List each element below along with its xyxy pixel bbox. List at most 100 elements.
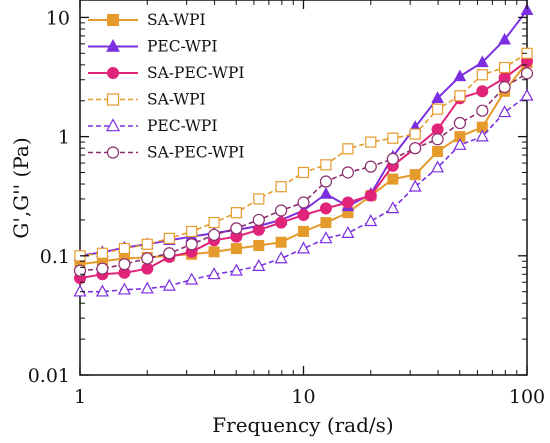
series-layer	[73, 3, 534, 297]
data-point	[296, 241, 311, 254]
data-point	[208, 246, 220, 258]
data-point	[387, 173, 399, 185]
y-tick-label: 0.1	[40, 246, 70, 268]
x-tick-label: 10	[291, 386, 315, 408]
y-axis-title: G',G'' (Pa)	[9, 137, 33, 238]
legend-label: SA-PEC-WPI	[147, 64, 245, 82]
data-point	[230, 243, 242, 255]
data-point	[274, 251, 288, 264]
data-point	[297, 196, 310, 209]
legend-label: SA-WPI	[147, 11, 206, 29]
data-point	[498, 32, 511, 45]
data-point	[431, 133, 444, 146]
data-point	[96, 262, 109, 275]
data-point	[432, 146, 444, 158]
data-point	[387, 132, 399, 144]
x-tick-label: 1	[74, 386, 86, 408]
data-point	[476, 104, 489, 117]
legend-label: SA-WPI	[147, 91, 206, 109]
x-axis-title: Frequency (rad/s)	[212, 413, 393, 437]
plot-frame	[79, 0, 528, 376]
legend-label: PEC-WPI	[147, 38, 217, 56]
data-point	[230, 207, 243, 219]
data-point	[454, 90, 466, 102]
legend-marker	[106, 38, 120, 52]
data-point	[208, 216, 220, 229]
data-point	[364, 189, 377, 202]
data-point	[230, 222, 243, 235]
data-point	[453, 116, 467, 130]
data-point	[499, 61, 511, 74]
data-point	[408, 179, 422, 192]
data-point	[229, 263, 243, 276]
series-line	[80, 95, 528, 293]
legend-item: SA-WPI	[88, 91, 206, 109]
data-point	[319, 231, 333, 244]
y-tick-label: 0.01	[28, 365, 70, 387]
data-point	[297, 208, 310, 221]
legend-item: SA-WPI	[88, 11, 206, 29]
data-point	[141, 238, 153, 250]
data-point	[409, 128, 421, 140]
data-point	[453, 137, 467, 150]
data-point	[275, 236, 287, 248]
data-point	[96, 247, 109, 259]
data-point	[498, 105, 512, 118]
legend-marker	[106, 93, 120, 106]
data-point	[319, 187, 333, 199]
data-point	[253, 193, 265, 205]
data-point	[252, 223, 265, 236]
data-point	[341, 225, 355, 238]
data-point	[475, 55, 489, 68]
data-point	[118, 258, 131, 271]
data-point	[319, 202, 332, 215]
data-point	[117, 282, 131, 295]
data-point	[520, 67, 534, 80]
data-point	[476, 85, 489, 98]
data-point	[520, 88, 534, 101]
legend-item: SA-PEC-WPI	[88, 144, 245, 162]
data-point	[386, 152, 399, 166]
data-point	[275, 204, 288, 217]
x-tick-label: 100	[509, 386, 545, 408]
data-point	[431, 91, 444, 103]
data-point	[342, 143, 354, 155]
legend-marker	[106, 146, 120, 159]
legend-marker	[105, 118, 121, 132]
data-point	[118, 242, 130, 255]
legend-marker	[107, 14, 119, 26]
data-point	[163, 247, 176, 260]
data-point	[520, 3, 534, 15]
data-point	[297, 166, 310, 179]
data-point	[320, 217, 332, 229]
data-point	[364, 160, 377, 173]
data-point	[141, 262, 154, 275]
data-point	[185, 272, 199, 285]
data-point	[163, 232, 175, 244]
data-point	[409, 142, 422, 155]
data-point	[431, 103, 444, 115]
data-point	[475, 129, 489, 142]
series-1	[74, 56, 533, 270]
legend: SA-WPI PEC-WPI SA-PEC-WPI SA-WPI PEC-WPI SA-P…	[88, 11, 245, 162]
data-point	[95, 284, 109, 297]
data-point	[207, 267, 221, 280]
legend-marker	[107, 67, 119, 79]
data-point	[341, 196, 354, 209]
data-point	[252, 213, 265, 227]
data-point	[453, 69, 467, 82]
data-point	[341, 166, 354, 179]
data-point	[253, 240, 265, 252]
y-tick-label: 10	[46, 7, 70, 29]
legend-item: PEC-WPI	[88, 117, 217, 135]
data-point	[73, 284, 87, 297]
legend-label: PEC-WPI	[147, 117, 217, 135]
data-point	[140, 281, 154, 294]
data-point	[364, 214, 378, 227]
data-point	[207, 228, 221, 241]
data-point	[186, 225, 198, 238]
data-point	[386, 201, 400, 214]
data-point	[275, 181, 287, 193]
data-point	[320, 159, 332, 171]
